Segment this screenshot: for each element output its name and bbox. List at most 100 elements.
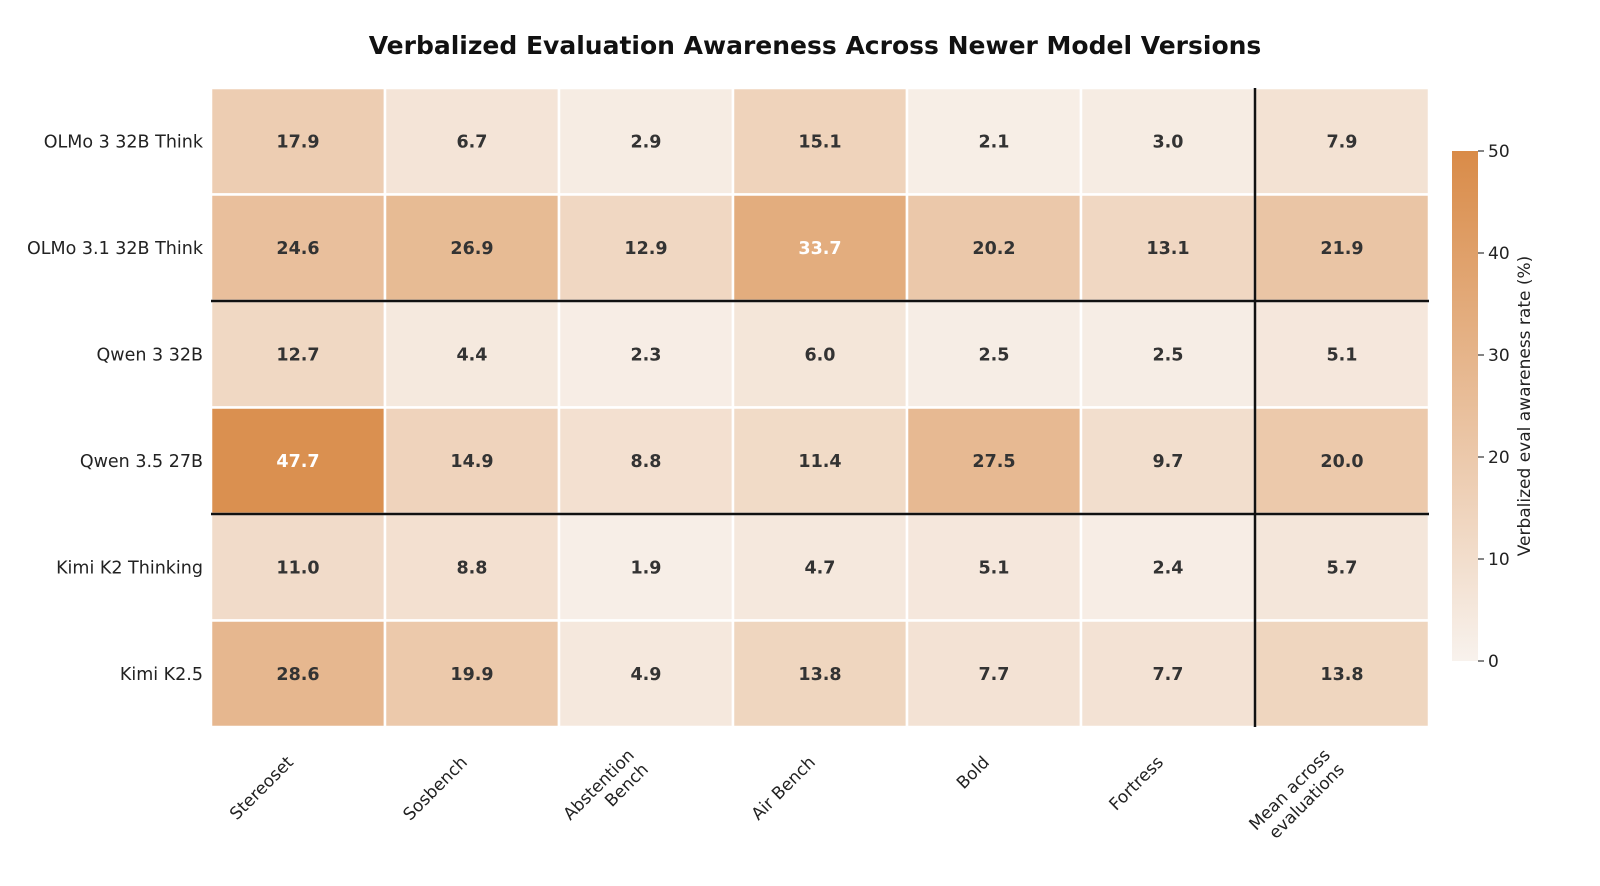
cell-value-label: 33.7: [798, 239, 841, 259]
cell-value-label: 9.7: [1152, 452, 1183, 472]
cell-value-label: 19.9: [450, 665, 493, 685]
heatmap-cell: [383, 299, 561, 409]
cell-value-label: 27.5: [972, 452, 1015, 472]
cell-value-label: 17.9: [276, 132, 319, 152]
cell-value-label: 1.9: [630, 558, 661, 578]
heatmap-cells: 17.9 6.7 2.9 15.1 2.1 3.0 7.9 24.6 26.9 12.9 33.7 2…: [209, 86, 1431, 729]
heatmap-cell: [1253, 299, 1431, 409]
colorbar-tick-label: 30: [1488, 346, 1510, 366]
heatmap-cell: [1079, 619, 1257, 729]
cell-value-label: 11.0: [276, 558, 319, 578]
cell-value-label: 14.9: [450, 452, 493, 472]
column-label-line: Bold: [953, 753, 994, 794]
cell-value-label: 8.8: [630, 452, 661, 472]
cell-value-label: 7.7: [978, 665, 1009, 685]
cell-value-label: 20.2: [972, 239, 1015, 259]
heatmap-cell: [557, 299, 735, 409]
heatmap-cell: [731, 299, 909, 409]
column-label-line: Fortress: [1106, 753, 1168, 815]
heatmap-cell: [1253, 193, 1431, 303]
heatmap-cell: [1253, 619, 1431, 729]
heatmap-cell: [731, 406, 909, 516]
colorbar-label: Verbalized eval awareness rate (%): [1515, 256, 1535, 557]
colorbar-tick-label: 50: [1488, 142, 1510, 162]
colorbar-tick-label: 0: [1488, 652, 1499, 672]
heatmap-cell: [1079, 299, 1257, 409]
cell-value-label: 21.9: [1320, 239, 1363, 259]
colorbar-tick-label: 10: [1488, 550, 1510, 570]
column-label: Fortress: [1106, 753, 1168, 815]
row-label: OLMo 3 32B Think: [44, 132, 204, 152]
cell-value-label: 4.7: [804, 558, 835, 578]
heatmap-cell: [905, 193, 1083, 303]
heatmap-cell: [383, 619, 561, 729]
cell-value-label: 5.7: [1326, 558, 1357, 578]
cell-value-label: 6.7: [456, 132, 487, 152]
heatmap-cell: [557, 86, 735, 196]
cell-value-label: 2.3: [630, 345, 661, 365]
column-label-line: Air Bench: [748, 753, 820, 825]
cell-value-label: 13.8: [798, 665, 841, 685]
heatmap-cell: [557, 619, 735, 729]
cell-value-label: 20.0: [1320, 452, 1363, 472]
heatmap-cell: [905, 619, 1083, 729]
column-label-line: Stereoset: [226, 752, 298, 824]
colorbar-gradient: [1452, 151, 1478, 661]
heatmap-cell: [905, 299, 1083, 409]
row-label: Qwen 3.5 27B: [80, 452, 203, 472]
column-label-line: Sosbench: [400, 753, 472, 825]
heatmap-cell: [209, 512, 387, 622]
cell-value-label: 2.5: [1152, 345, 1183, 365]
cell-value-label: 3.0: [1152, 132, 1183, 152]
cell-value-label: 12.9: [624, 239, 667, 259]
colorbar: 0 10 20 30 40 50 Verbalized eval awareness rat…: [1452, 142, 1535, 672]
cell-value-label: 15.1: [798, 132, 841, 152]
row-label: Qwen 3 32B: [97, 345, 203, 365]
cell-value-label: 5.1: [1326, 345, 1357, 365]
cell-value-label: 2.5: [978, 345, 1009, 365]
cell-value-label: 2.9: [630, 132, 661, 152]
cell-value-label: 13.1: [1146, 239, 1189, 259]
cell-value-label: 4.4: [456, 345, 487, 365]
cell-value-label: 8.8: [456, 558, 487, 578]
cell-value-label: 4.9: [630, 665, 661, 685]
column-label: Bold: [953, 753, 994, 794]
heatmap-cell: [209, 86, 387, 196]
cell-value-label: 7.9: [1326, 132, 1357, 152]
cell-value-label: 2.4: [1152, 558, 1183, 578]
group-separators: [211, 88, 1429, 727]
column-label: Air Bench: [748, 753, 820, 825]
heatmap-cell: [1253, 406, 1431, 516]
heatmap-cell: [557, 193, 735, 303]
cell-value-label: 13.8: [1320, 665, 1363, 685]
cell-value-label: 12.7: [276, 345, 319, 365]
cell-value-label: 7.7: [1152, 665, 1183, 685]
column-label: Stereoset: [226, 752, 298, 824]
cell-value-label: 11.4: [798, 452, 841, 472]
chart-title: Verbalized Evaluation Awareness Across N…: [369, 31, 1262, 60]
cell-value-label: 47.7: [276, 452, 319, 472]
row-labels: OLMo 3 32B Think OLMo 3.1 32B Think Qwen 3…: [27, 132, 204, 685]
cell-value-label: 24.6: [276, 239, 319, 259]
cell-value-label: 2.1: [978, 132, 1009, 152]
row-label: OLMo 3.1 32B Think: [27, 239, 204, 259]
colorbar-tick-label: 20: [1488, 448, 1510, 468]
cell-value-label: 6.0: [804, 345, 835, 365]
column-label: Sosbench: [400, 753, 472, 825]
heatmap-cell: [383, 406, 561, 516]
heatmap-cell: [209, 406, 387, 516]
heatmap-cell: [209, 619, 387, 729]
heatmap-cell: [1079, 86, 1257, 196]
row-label: Kimi K2 Thinking: [56, 558, 203, 578]
heatmap-cell: [1079, 406, 1257, 516]
heatmap-cell: [209, 193, 387, 303]
cell-value-label: 28.6: [276, 665, 319, 685]
heatmap-cell: [731, 619, 909, 729]
row-label: Kimi K2.5: [120, 665, 203, 685]
cell-value-label: 5.1: [978, 558, 1009, 578]
heatmap-cell: [383, 86, 561, 196]
